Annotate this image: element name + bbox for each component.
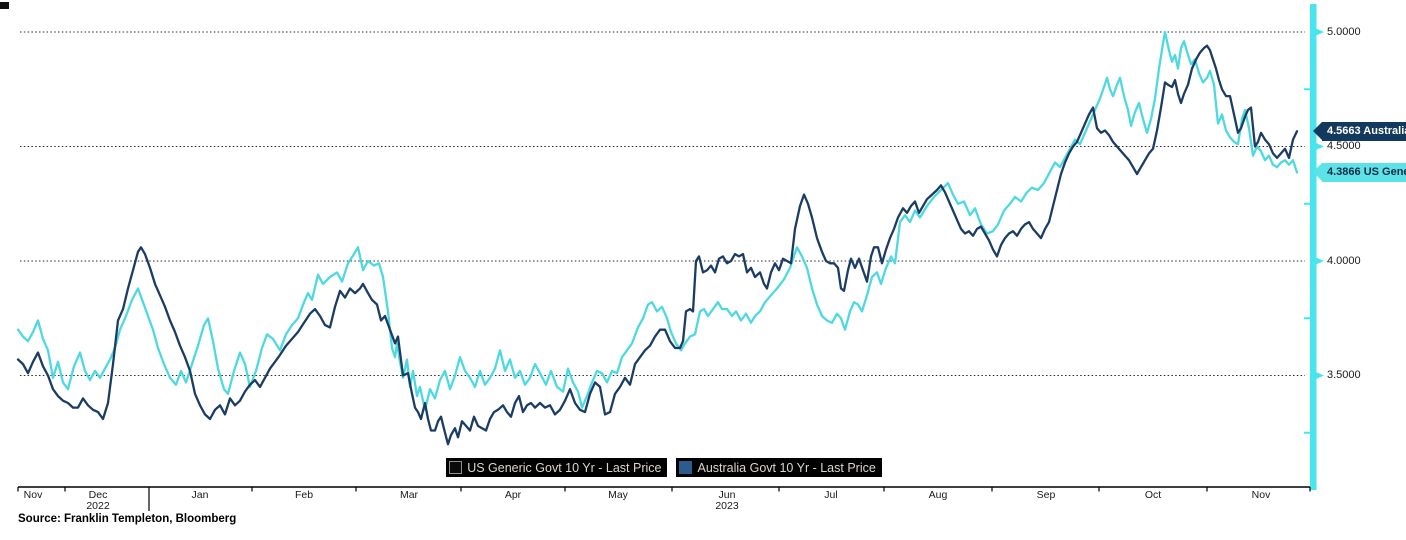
y-minor-tick bbox=[1304, 431, 1310, 434]
legend-label-australia: Australia Govt 10 Yr - Last Price bbox=[697, 460, 876, 475]
y-tick-label: 4.0000 bbox=[1327, 254, 1361, 267]
x-month-label: Mar bbox=[399, 489, 419, 501]
chart-legend: US Generic Govt 10 Yr - Last Price Austr… bbox=[18, 458, 1310, 477]
series-line-us bbox=[16, 30, 1299, 411]
y-tick-label: 5.0000 bbox=[1327, 25, 1361, 38]
y-tick-label: 4.5000 bbox=[1327, 140, 1361, 152]
y-tick-arrow-icon bbox=[1316, 372, 1324, 379]
australia-price-arrow-icon bbox=[1313, 121, 1322, 140]
value-axis-bar bbox=[1310, 4, 1317, 490]
legend-label-us: US Generic Govt 10 Yr - Last Price bbox=[467, 460, 662, 475]
x-month-label: May bbox=[608, 489, 628, 501]
y-tick-arrow-icon bbox=[1316, 257, 1324, 265]
x-year-label: 2023 bbox=[715, 500, 739, 512]
x-month-label: Jun bbox=[718, 489, 736, 501]
x-month-label: Nov bbox=[23, 489, 43, 501]
series-line-australia bbox=[16, 44, 1299, 446]
y-minor-tick bbox=[1304, 317, 1310, 320]
legend-item-us-generic[interactable]: US Generic Govt 10 Yr - Last Price bbox=[446, 458, 668, 477]
us-price-arrow-icon bbox=[1313, 162, 1322, 181]
corner-mark bbox=[0, 2, 9, 9]
x-month-label: Jan bbox=[191, 489, 209, 501]
y-tick-label: 3.5000 bbox=[1327, 369, 1361, 381]
us-last-price-tag: 4.3866 US Generi bbox=[1322, 162, 1406, 182]
x-month-label: Sep bbox=[1036, 489, 1056, 501]
y-minor-tick bbox=[1304, 88, 1310, 91]
x-month-label: Aug bbox=[928, 489, 948, 501]
x-month-label: Nov bbox=[1251, 489, 1271, 501]
source-attribution: Source: Franklin Templeton, Bloomberg bbox=[18, 513, 237, 525]
y-tick-arrow-icon bbox=[1316, 28, 1324, 36]
legend-item-australia[interactable]: Australia Govt 10 Yr - Last Price bbox=[676, 458, 882, 477]
y-minor-tick bbox=[1304, 202, 1310, 205]
x-month-label: Apr bbox=[504, 489, 522, 501]
x-month-label: Dec bbox=[88, 489, 108, 501]
y-tick-arrow-icon bbox=[1316, 143, 1324, 150]
us-last-price-text: 4.3866 US Generi bbox=[1327, 166, 1406, 179]
x-month-label: Oct bbox=[1144, 489, 1162, 501]
x-month-label: Feb bbox=[294, 489, 314, 501]
australia-series-swatch-icon bbox=[679, 461, 693, 474]
x-year-label: 2022 bbox=[86, 500, 110, 512]
australia-last-price-tag: 4.5663 Australia bbox=[1322, 121, 1406, 141]
us-series-swatch-icon bbox=[449, 461, 463, 474]
x-month-label: Jul bbox=[824, 489, 838, 501]
australia-last-price-text: 4.5663 Australia bbox=[1327, 125, 1406, 138]
